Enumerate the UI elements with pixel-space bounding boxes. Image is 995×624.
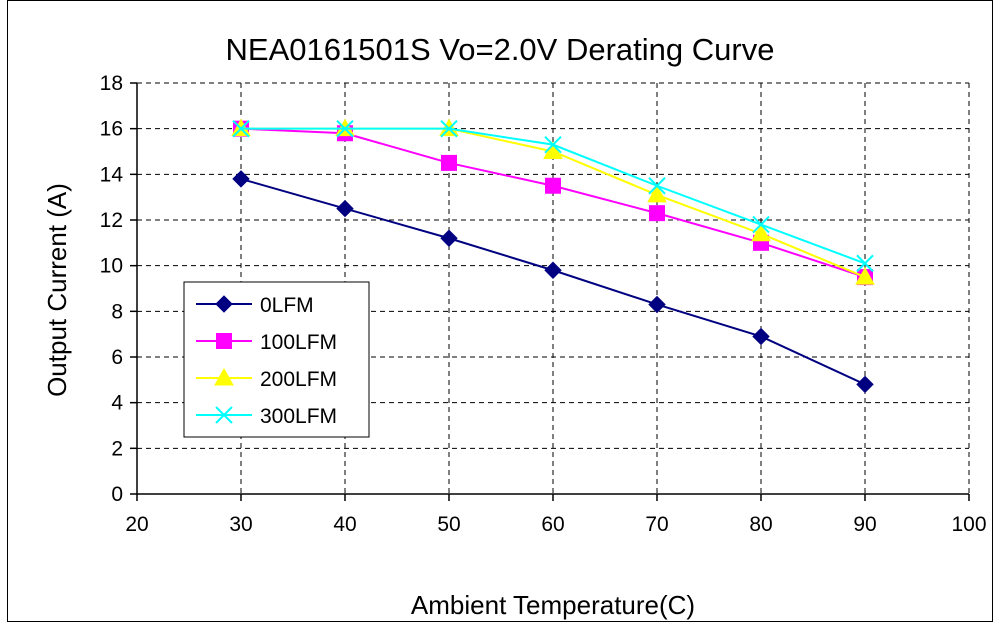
x-tick-label: 20 — [125, 513, 148, 536]
y-tick-label: 18 — [100, 72, 123, 95]
data-point — [753, 328, 769, 344]
y-tick-label: 6 — [111, 346, 123, 369]
data-point — [857, 376, 873, 392]
y-axis-title: Output Current (A) — [42, 183, 72, 397]
y-tick-label: 16 — [100, 118, 123, 141]
legend: 0LFM 100LFM 200LFM 300LFM — [184, 282, 369, 437]
x-axis-title: Ambient Temperature(C) — [411, 590, 695, 620]
y-tick-label: 12 — [100, 209, 123, 232]
x-tick-label: 90 — [853, 513, 876, 536]
data-point — [545, 262, 561, 278]
data-point — [546, 178, 561, 193]
x-tick-label: 30 — [229, 513, 252, 536]
x-tick-label: 60 — [541, 513, 564, 536]
x-tick-label: 50 — [437, 513, 460, 536]
y-tick-label: 4 — [111, 392, 123, 415]
data-point — [337, 201, 353, 217]
y-tick-label: 2 — [111, 437, 123, 460]
chart-title: NEA0161501S Vo=2.0V Derating Curve — [226, 32, 775, 67]
data-point — [441, 230, 457, 246]
x-tick-label: 80 — [749, 513, 772, 536]
data-point — [650, 206, 665, 221]
y-tick-label: 8 — [111, 300, 123, 323]
legend-label: 200LFM — [260, 368, 337, 391]
legend-marker — [217, 334, 232, 349]
x-tick-label: 40 — [333, 513, 356, 536]
y-tick-label: 10 — [100, 255, 123, 278]
data-point — [442, 155, 457, 170]
x-tick-label: 100 — [951, 513, 986, 536]
legend-label: 100LFM — [260, 331, 337, 354]
legend-label: 0LFM — [260, 294, 314, 317]
y-tick-label: 14 — [100, 163, 124, 186]
data-point — [233, 171, 249, 187]
y-tick-label: 0 — [111, 483, 123, 506]
data-point — [649, 296, 665, 312]
x-tick-label: 70 — [645, 513, 668, 536]
legend-label: 300LFM — [260, 405, 337, 428]
